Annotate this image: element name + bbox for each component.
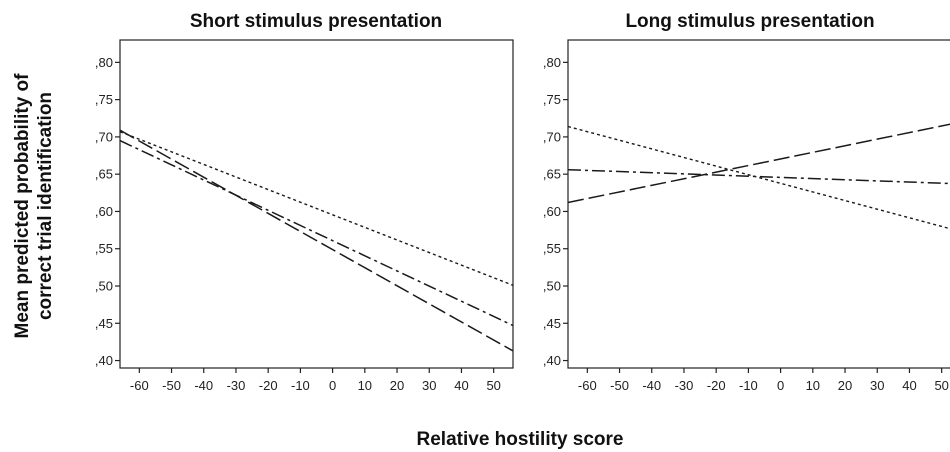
panel-short-y-tick-label: ,40 — [95, 353, 113, 368]
panel-long-x-tick-label: -30 — [675, 378, 694, 393]
panel-long-series-line-dashed — [567, 123, 950, 204]
panel-long-title: Long stimulus presentation — [625, 11, 874, 32]
panel-long-x-tick-label: 30 — [870, 378, 884, 393]
panel-short-x-tick-label: -40 — [194, 378, 213, 393]
panel-long-x-tick-label: -60 — [578, 378, 597, 393]
panel-long-y-tick-label: ,45 — [543, 316, 561, 331]
panel-long-x-tick-label: 0 — [777, 378, 784, 393]
panel-short-series — [119, 129, 514, 352]
panel-short-x-tick-label: -30 — [227, 378, 246, 393]
panel-short-y-tick-label: ,70 — [95, 129, 113, 144]
panel-short-y-tick-label: ,75 — [95, 92, 113, 107]
panel-long-series-line-dotted — [567, 125, 950, 230]
panel-long-x-axis: -60 -50 -40 -30 -20 -10 0 10 20 30 40 50 — [578, 368, 949, 393]
panel-short-x-axis: -60 -50 -40 -30 -20 -10 0 10 20 30 40 50 — [130, 368, 501, 393]
panel-long: Long stimulus presentation ,40 ,45 ,50 ,55,… — [543, 11, 950, 393]
panel-short-x-tick-label: 50 — [486, 378, 500, 393]
panel-long-y-tick-label: ,70 — [543, 129, 561, 144]
panel-short-title: Short stimulus presentation — [190, 11, 442, 32]
panel-short-y-tick-label: ,45 — [95, 316, 113, 331]
panel-short-y-tick-label: ,60 — [95, 204, 113, 219]
panel-long-y-tick-label: ,40 — [543, 353, 561, 368]
panel-short-frame — [119, 39, 514, 369]
panel-long-x-tick-label: -50 — [610, 378, 629, 393]
panel-long-x-tick-label: -20 — [707, 378, 726, 393]
panel-short-x-tick-label: -60 — [130, 378, 149, 393]
panel-short-x-tick-label: 20 — [390, 378, 404, 393]
panel-short: Short stimulus presentation ,40 ,45 ,50 ,55… — [95, 11, 514, 393]
panel-short-x-tick-label: -20 — [259, 378, 278, 393]
panel-short-series-line-dotted — [119, 131, 514, 286]
panel-short-x-tick-label: -10 — [291, 378, 310, 393]
panel-short-x-tick-label: -50 — [162, 378, 181, 393]
panel-long-x-tick-label: -10 — [739, 378, 758, 393]
y-axis-title-line1: Mean predicted probability of — [12, 73, 33, 339]
panel-long-y-tick-label: ,75 — [543, 92, 561, 107]
panel-long-x-tick-label: 50 — [934, 378, 948, 393]
panel-long-series — [567, 123, 950, 230]
y-axis-title-line2: correct trial identification — [35, 92, 56, 320]
panel-short-y-tick-label: ,50 — [95, 279, 113, 294]
x-axis-title: Relative hostility score — [417, 429, 624, 450]
panel-long-x-tick-label: 10 — [806, 378, 820, 393]
panel-short-x-tick-label: 40 — [454, 378, 468, 393]
panel-short-y-tick-label: ,80 — [95, 55, 113, 70]
panel-long-y-tick-label: ,55 — [543, 241, 561, 256]
panel-long-x-tick-label: -40 — [642, 378, 661, 393]
panel-long-y-axis: ,40 ,45 ,50 ,55 ,60 ,65 ,70 ,75 ,80 — [543, 55, 568, 368]
panel-short-x-tick-label: 0 — [329, 378, 336, 393]
panel-short-y-tick-label: ,55 — [95, 241, 113, 256]
panel-short-x-tick-label: 10 — [358, 378, 372, 393]
panel-short-y-tick-label: ,65 — [95, 167, 113, 182]
panel-long-series-line-dash-dot — [567, 168, 950, 185]
panel-short-y-axis: ,40 ,45 ,50 ,55 ,60 ,65 ,70 ,75 ,80 — [95, 55, 120, 368]
panel-short-series-line-dash-dot — [119, 139, 514, 327]
panel-long-x-tick-label: 20 — [838, 378, 852, 393]
panel-long-y-tick-label: ,80 — [543, 55, 561, 70]
panel-long-y-tick-label: ,50 — [543, 279, 561, 294]
panel-long-y-tick-label: ,60 — [543, 204, 561, 219]
panel-short-x-tick-label: 30 — [422, 378, 436, 393]
panel-long-y-tick-label: ,65 — [543, 167, 561, 182]
panel-long-x-tick-label: 40 — [902, 378, 916, 393]
panel-long-frame — [567, 39, 950, 369]
panel-short-series-line-dashed — [119, 129, 514, 352]
